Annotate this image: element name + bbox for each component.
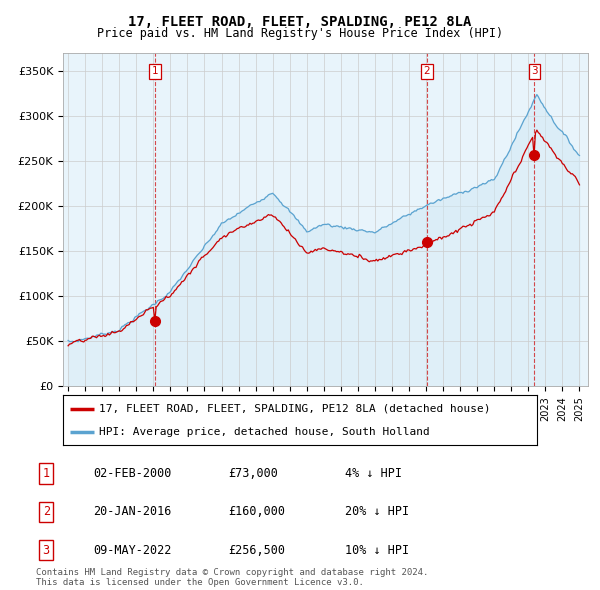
Text: Price paid vs. HM Land Registry's House Price Index (HPI): Price paid vs. HM Land Registry's House … — [97, 27, 503, 40]
Text: 10% ↓ HPI: 10% ↓ HPI — [345, 543, 409, 557]
Text: 17, FLEET ROAD, FLEET, SPALDING, PE12 8LA: 17, FLEET ROAD, FLEET, SPALDING, PE12 8L… — [128, 15, 472, 29]
Text: Contains HM Land Registry data © Crown copyright and database right 2024.
This d: Contains HM Land Registry data © Crown c… — [36, 568, 428, 587]
Text: £160,000: £160,000 — [228, 505, 285, 519]
Text: 09-MAY-2022: 09-MAY-2022 — [93, 543, 172, 557]
Text: 1: 1 — [152, 67, 158, 77]
Text: £73,000: £73,000 — [228, 467, 278, 480]
Text: 3: 3 — [531, 67, 538, 77]
Text: 17, FLEET ROAD, FLEET, SPALDING, PE12 8LA (detached house): 17, FLEET ROAD, FLEET, SPALDING, PE12 8L… — [98, 404, 490, 414]
Text: 4% ↓ HPI: 4% ↓ HPI — [345, 467, 402, 480]
Text: 3: 3 — [43, 543, 50, 557]
Text: £256,500: £256,500 — [228, 543, 285, 557]
Text: 2: 2 — [43, 505, 50, 519]
Text: 1: 1 — [43, 467, 50, 480]
Text: HPI: Average price, detached house, South Holland: HPI: Average price, detached house, Sout… — [98, 427, 430, 437]
Text: 20-JAN-2016: 20-JAN-2016 — [93, 505, 172, 519]
Text: 2: 2 — [424, 67, 430, 77]
Text: 02-FEB-2000: 02-FEB-2000 — [93, 467, 172, 480]
Text: 20% ↓ HPI: 20% ↓ HPI — [345, 505, 409, 519]
